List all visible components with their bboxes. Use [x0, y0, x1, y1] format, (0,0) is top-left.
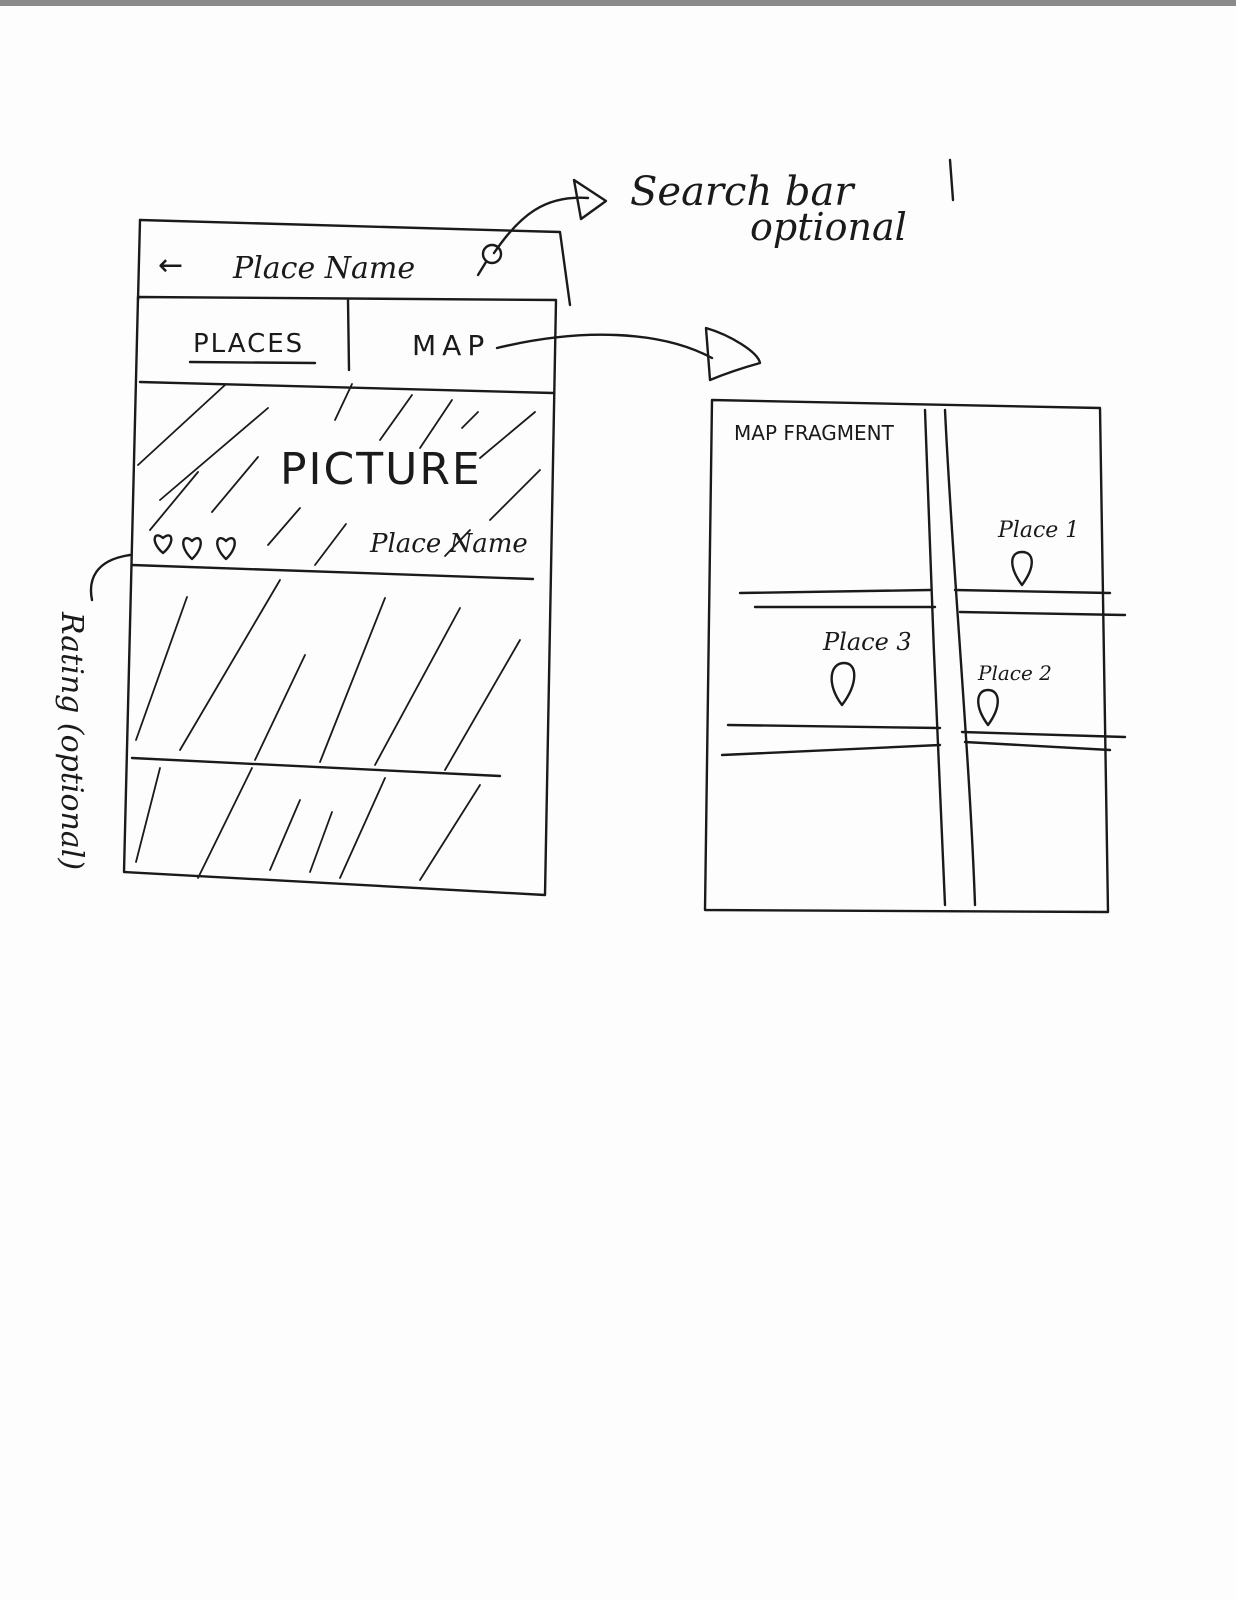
map-frame: [703, 398, 1110, 914]
road-h1-bottom-right: [958, 610, 1127, 617]
rating-note: Rating (optional): [54, 611, 89, 870]
search-arrow-head: [572, 178, 608, 221]
place-3-label: Place 3: [822, 628, 912, 656]
road-h2-bottom-right: [963, 740, 1112, 752]
map-fragment-wireframe: MAP FRAGMENT Place 1 Place 2 Place 3: [703, 398, 1127, 914]
map-pin-icon: [1011, 550, 1033, 587]
place-card[interactable]: PICTURE Place Name: [130, 380, 555, 581]
rating-annotation-line: [89, 553, 132, 602]
scan-edge: [0, 0, 1236, 6]
phone-wireframe: ← Place Name PLACES MAP: [122, 218, 762, 897]
rating-hearts[interactable]: [153, 534, 236, 561]
road-h1-top: [738, 588, 932, 595]
road-h2-top: [726, 723, 942, 730]
picture-label: PICTURE: [280, 444, 482, 495]
map-marker-place-3[interactable]: Place 3: [822, 628, 912, 707]
card-place-name: Place Name: [369, 529, 528, 559]
map-tab-arrow-line: [495, 333, 714, 360]
map-tab-arrow-head: [704, 326, 762, 382]
app-bar-left-edge: [136, 218, 142, 302]
place-card[interactable]: [135, 767, 481, 881]
map-pin-icon: [830, 661, 856, 707]
tab-places[interactable]: PLACES: [188, 329, 317, 365]
road-h2-top-right: [960, 730, 1127, 739]
heart-icon: [216, 536, 236, 561]
search-icon: [476, 243, 503, 277]
back-button[interactable]: ←: [158, 248, 183, 283]
search-note-line1: Search bar: [630, 169, 856, 215]
screen-frame: [122, 295, 558, 897]
tab-divider: [346, 298, 351, 372]
tab-active-underline: [188, 360, 317, 365]
road-vertical-right: [943, 408, 977, 907]
picture-placeholder-hatch: [137, 383, 541, 566]
search-note-line2: optional: [750, 205, 907, 249]
map-fragment-label: MAP FRAGMENT: [734, 421, 895, 445]
tab-places-label: PLACES: [193, 329, 304, 359]
tab-map-label: MAP: [412, 329, 490, 362]
map-marker-place-1[interactable]: Place 1: [997, 518, 1079, 587]
heart-icon: [182, 536, 202, 561]
map-pin-icon: [977, 688, 999, 727]
place-2-label: Place 2: [977, 661, 1052, 685]
card-bottom-line: [130, 563, 535, 581]
card-hatch: [135, 579, 521, 771]
map-marker-place-2[interactable]: Place 2: [977, 661, 1052, 727]
card-hatch: [135, 767, 481, 881]
app-bar-outline: [138, 218, 572, 307]
back-arrow-icon: ←: [158, 248, 183, 283]
card-divider-line: [130, 756, 502, 778]
annotation-tick: [948, 158, 955, 202]
search-annotation: Search bar optional: [492, 158, 955, 255]
place-1-label: Place 1: [997, 518, 1079, 543]
tab-map[interactable]: MAP: [412, 329, 490, 362]
heart-icon: [153, 534, 173, 555]
road-h1-top-right: [953, 588, 1112, 595]
road-h2-bottom: [720, 743, 942, 757]
app-bar-title: Place Name: [232, 251, 415, 286]
search-arrow-line: [492, 196, 590, 255]
search-button[interactable]: [476, 243, 503, 277]
card-top-line: [138, 380, 555, 395]
road-vertical-left: [923, 408, 947, 907]
place-card[interactable]: [130, 579, 521, 778]
